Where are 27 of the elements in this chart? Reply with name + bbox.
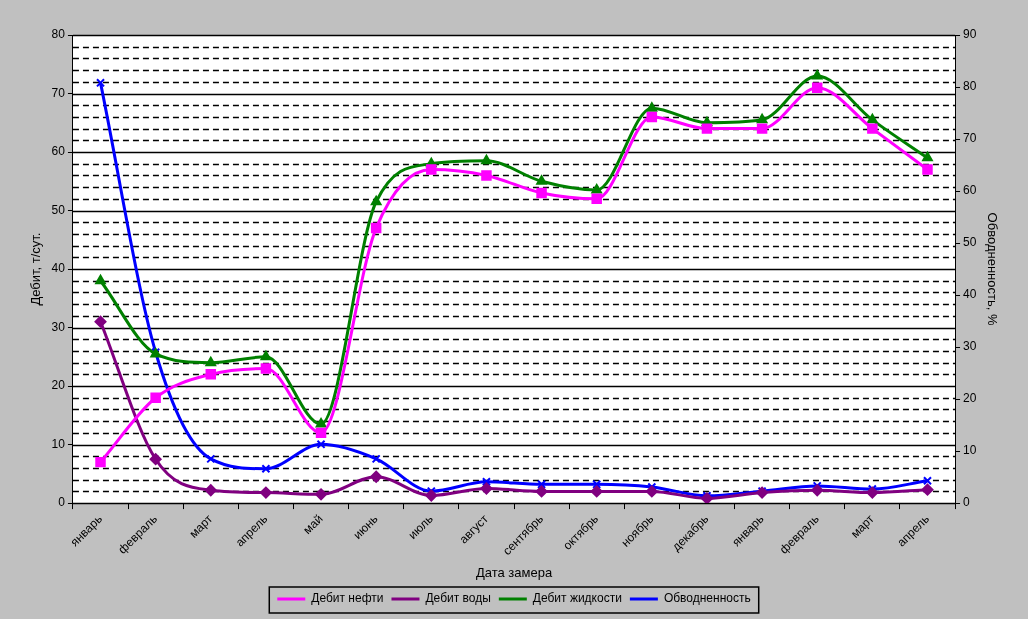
y-tick-label: 10 bbox=[51, 436, 66, 451]
y-axis-title: Дебит, т/сут. bbox=[28, 232, 44, 306]
y-tick-label: 80 bbox=[51, 27, 66, 42]
y2-tick-label: 10 bbox=[963, 443, 977, 458]
y2-tick-label: 70 bbox=[963, 131, 977, 146]
y-tick-label: 30 bbox=[51, 319, 66, 334]
y2-tick-label: 60 bbox=[963, 183, 977, 198]
y2-tick-label: 0 bbox=[963, 495, 971, 510]
y2-tick-label: 20 bbox=[963, 391, 977, 406]
legend-label: Обводненность bbox=[663, 591, 751, 606]
y-tick-label: 0 bbox=[58, 495, 66, 510]
y2-tick-label: 40 bbox=[963, 287, 977, 302]
y2-axis-title: Обводненность, % bbox=[984, 212, 1000, 326]
y-tick-label: 60 bbox=[51, 144, 66, 159]
legend-label: Дебит воды bbox=[425, 591, 491, 606]
legend-label: Дебит нефти bbox=[311, 591, 384, 606]
y-tick-label: 70 bbox=[51, 85, 66, 100]
legend-label: Дебит жидкости bbox=[532, 591, 622, 606]
y2-tick-label: 30 bbox=[963, 339, 977, 354]
y-tick-label: 40 bbox=[51, 261, 66, 276]
x-axis-title: Дата замера bbox=[475, 564, 553, 580]
y2-tick-label: 90 bbox=[963, 27, 977, 42]
x-tick-label: май bbox=[300, 511, 326, 537]
y-tick-label: 50 bbox=[51, 202, 66, 217]
y2-tick-label: 50 bbox=[963, 235, 977, 250]
y-tick-label: 20 bbox=[51, 378, 66, 393]
y2-tick-label: 80 bbox=[963, 79, 977, 94]
